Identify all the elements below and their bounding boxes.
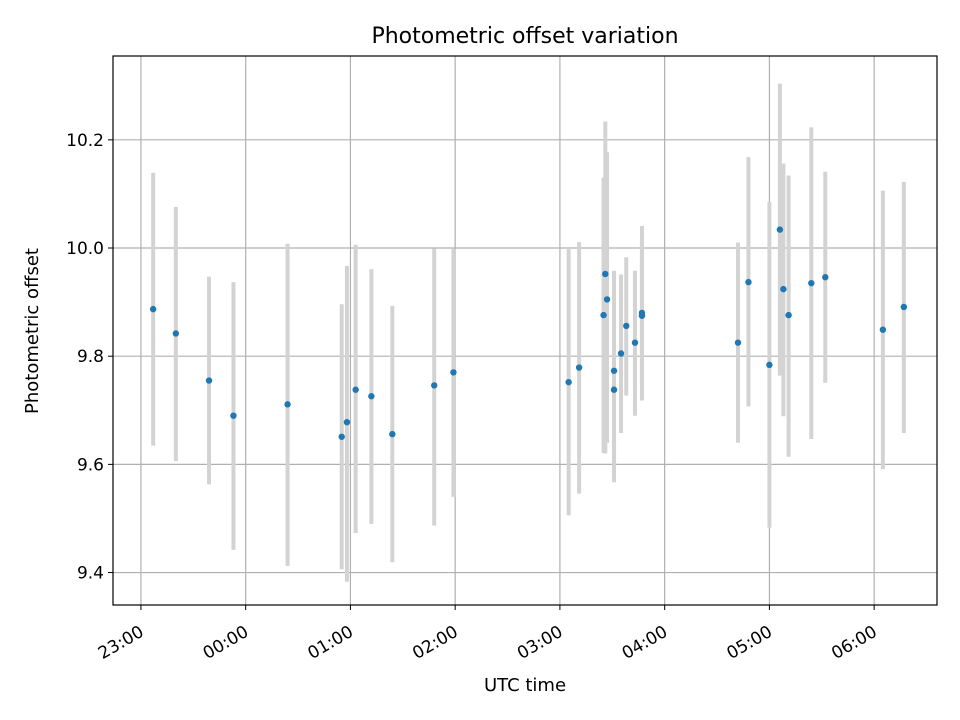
y-tick-label: 10.2 <box>66 131 104 151</box>
data-point <box>343 418 351 426</box>
data-point <box>603 296 611 303</box>
data-point <box>389 430 396 438</box>
data-point <box>565 378 572 386</box>
data-point <box>602 270 609 278</box>
data-point <box>776 226 784 233</box>
data-point <box>780 285 787 293</box>
data-point <box>900 303 908 311</box>
data-points <box>149 226 908 440</box>
y-tick-label: 9.4 <box>77 564 104 584</box>
x-axis-label: UTC time <box>484 675 566 696</box>
data-point <box>631 339 639 346</box>
data-point <box>617 350 625 357</box>
data-point <box>879 326 887 333</box>
data-point <box>284 401 291 408</box>
chart-title: Photometric offset variation <box>371 24 678 49</box>
grid <box>113 56 937 605</box>
data-point <box>205 377 213 384</box>
data-point <box>230 412 237 419</box>
y-axis-label: Photometric offset <box>22 248 43 414</box>
data-point <box>431 382 438 389</box>
data-point <box>623 322 630 330</box>
data-point <box>785 311 792 319</box>
data-point <box>734 339 742 346</box>
plot-area-frame <box>112 55 938 606</box>
data-point <box>638 312 646 319</box>
data-point <box>600 311 607 319</box>
data-point <box>575 364 583 371</box>
data-point <box>745 278 752 286</box>
data-point <box>766 361 773 369</box>
data-point <box>822 274 829 281</box>
y-tick-label: 9.8 <box>77 347 104 367</box>
data-point <box>338 433 345 440</box>
data-point <box>352 386 359 393</box>
data-point <box>450 369 457 376</box>
data-point <box>149 305 157 313</box>
y-tick-label: 10.0 <box>66 239 104 259</box>
data-point <box>610 367 618 374</box>
data-point <box>610 386 618 393</box>
data-point <box>368 393 375 400</box>
y-tick-label: 9.6 <box>77 455 104 475</box>
data-point <box>172 330 180 337</box>
data-point <box>808 279 815 287</box>
